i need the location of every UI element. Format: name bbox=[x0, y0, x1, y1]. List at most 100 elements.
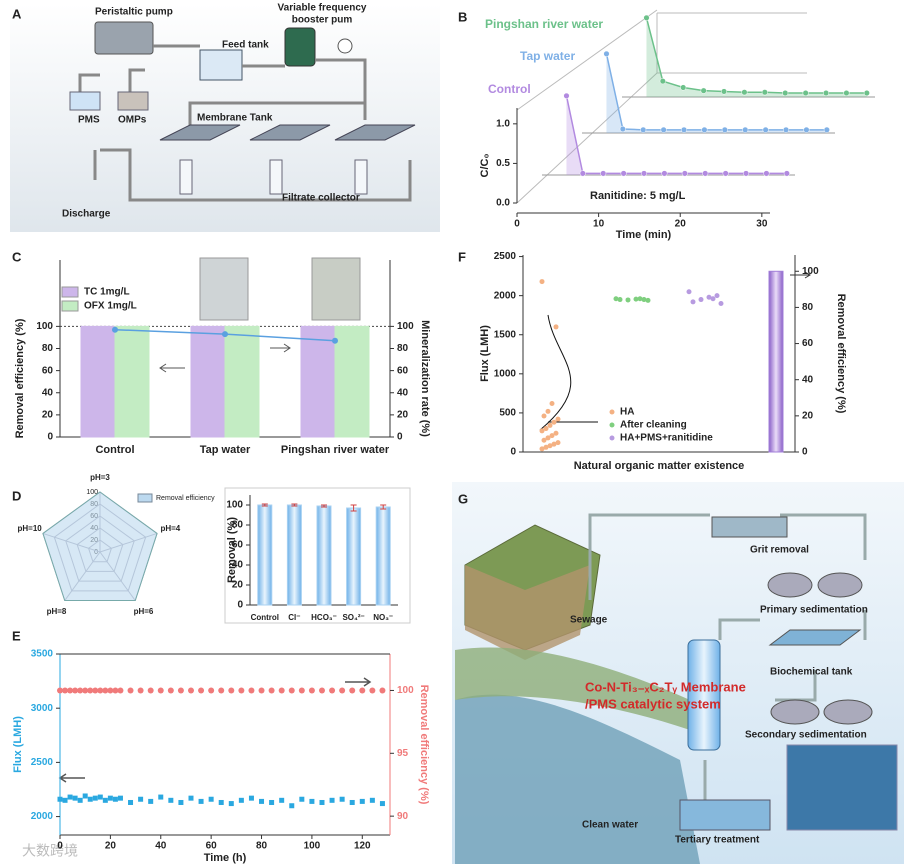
pipes bbox=[78, 44, 412, 202]
point bbox=[329, 797, 335, 803]
point bbox=[359, 798, 365, 804]
legend-swatch bbox=[137, 493, 153, 503]
point bbox=[87, 687, 94, 694]
point bbox=[742, 170, 750, 177]
legend-swatch bbox=[61, 286, 79, 298]
point bbox=[718, 300, 724, 306]
legend-label: TC 1mg/L bbox=[84, 287, 130, 298]
point bbox=[741, 89, 748, 96]
point bbox=[551, 441, 557, 447]
point bbox=[782, 126, 790, 133]
area bbox=[566, 95, 787, 175]
axis-label: Removal efficiency (%) bbox=[418, 685, 430, 805]
point bbox=[112, 796, 118, 802]
panel-a: A Peristaltic pump Feed tank Variable fr… bbox=[10, 3, 440, 232]
point bbox=[308, 687, 315, 694]
point bbox=[147, 687, 154, 694]
point bbox=[641, 297, 647, 303]
point bbox=[258, 687, 265, 694]
category-label: pH=8 bbox=[47, 607, 67, 616]
point bbox=[92, 687, 99, 694]
point bbox=[802, 89, 809, 97]
tick-label: 500 bbox=[499, 408, 516, 419]
tick-label: 80 bbox=[802, 302, 814, 313]
point bbox=[549, 433, 555, 439]
category-label: pH=3 bbox=[90, 473, 110, 482]
inset-frame bbox=[224, 487, 411, 624]
point bbox=[279, 797, 285, 803]
point bbox=[112, 687, 119, 694]
point bbox=[619, 125, 626, 133]
axis-label: Removal efficiency (%) bbox=[14, 318, 26, 438]
point bbox=[541, 437, 547, 443]
tick-label: 120 bbox=[354, 841, 371, 852]
tick-label: 0 bbox=[47, 432, 53, 443]
point bbox=[329, 687, 336, 694]
point bbox=[228, 801, 234, 807]
legend-marker bbox=[609, 409, 615, 415]
tick-label: 80 bbox=[232, 520, 244, 531]
tick-label: 80 bbox=[42, 343, 54, 354]
bar bbox=[334, 325, 370, 438]
tick-label: 40 bbox=[155, 841, 167, 852]
panel-label: C bbox=[12, 249, 22, 264]
point bbox=[545, 435, 551, 441]
beaker bbox=[117, 91, 149, 111]
tick-label: 90 bbox=[397, 811, 409, 822]
legend-marker bbox=[609, 435, 615, 441]
bio-tank bbox=[768, 629, 862, 646]
arrows bbox=[159, 343, 291, 373]
bar bbox=[346, 507, 362, 606]
point bbox=[62, 687, 69, 694]
point bbox=[67, 687, 74, 694]
bar bbox=[286, 504, 302, 606]
point bbox=[547, 443, 553, 449]
pipes bbox=[588, 513, 867, 810]
label: Secondary sedimentation bbox=[745, 730, 867, 741]
label: Peristaltic pump bbox=[95, 7, 173, 18]
point bbox=[643, 14, 650, 21]
axis-label: C/C₀ bbox=[479, 154, 491, 178]
point bbox=[57, 687, 63, 694]
point bbox=[359, 687, 366, 694]
point bbox=[640, 126, 647, 133]
arrow bbox=[790, 271, 811, 279]
point bbox=[218, 687, 225, 694]
point bbox=[843, 89, 850, 97]
point bbox=[640, 170, 648, 177]
point bbox=[87, 796, 93, 802]
tick-label: 0.0 bbox=[496, 198, 510, 209]
sed-tank bbox=[817, 572, 863, 598]
point bbox=[168, 797, 174, 803]
tick-label: 60 bbox=[206, 841, 218, 852]
panel-label: D bbox=[12, 488, 21, 503]
point bbox=[319, 799, 325, 805]
point bbox=[686, 289, 692, 295]
point bbox=[379, 687, 386, 694]
point bbox=[117, 687, 124, 694]
legend-label: HA bbox=[620, 407, 634, 418]
point bbox=[545, 408, 551, 414]
point bbox=[563, 92, 570, 99]
point bbox=[555, 440, 561, 446]
series-name: Pingshan river water bbox=[485, 17, 603, 31]
point bbox=[803, 126, 810, 133]
label: Membrane Tank bbox=[197, 113, 273, 124]
point bbox=[138, 796, 144, 802]
tick-label: 0 bbox=[237, 600, 243, 611]
tertiary-tank bbox=[679, 799, 771, 831]
tick-label: 95 bbox=[397, 748, 409, 759]
x-tick-label: Pingshan river water bbox=[281, 444, 390, 456]
point bbox=[218, 799, 224, 805]
point bbox=[379, 801, 385, 807]
booster-pump bbox=[284, 27, 316, 67]
point bbox=[269, 799, 275, 805]
legend-label: HA+PMS+ranitidine bbox=[620, 433, 713, 444]
point bbox=[700, 87, 707, 94]
point bbox=[117, 795, 123, 801]
point bbox=[57, 796, 63, 802]
label: Discharge bbox=[62, 209, 111, 220]
point bbox=[539, 279, 545, 285]
axis-label: Flux (LMH) bbox=[479, 325, 491, 382]
point bbox=[763, 170, 770, 177]
